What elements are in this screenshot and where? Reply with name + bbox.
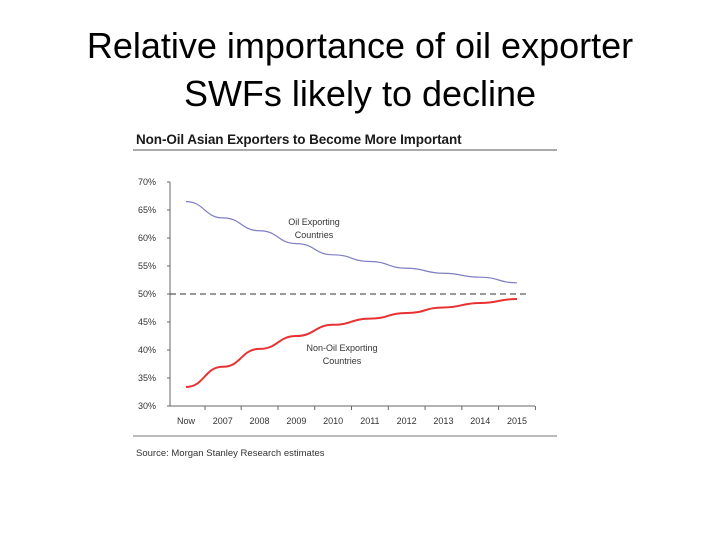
- y-tick-label: 55%: [138, 261, 156, 271]
- chart-title: Non-Oil Asian Exporters to Become More I…: [136, 132, 462, 147]
- series-line-non-oil-exporting: [185, 298, 518, 388]
- y-tick-label: 50%: [138, 289, 156, 299]
- y-tick-label: 70%: [138, 177, 156, 187]
- axes: 70% 65% 60% 55% 50% 45% 40% 35% 30% Now 2007 2008 20…: [138, 177, 536, 426]
- y-tick-label: 30%: [138, 401, 156, 411]
- x-tick-label: 2007: [213, 416, 233, 426]
- x-tick-label: 2013: [433, 416, 453, 426]
- y-tick-label: 65%: [138, 205, 156, 215]
- y-tick-label: 60%: [138, 233, 156, 243]
- source-note: Source: Morgan Stanley Research estimate…: [136, 448, 325, 459]
- annotations: Oil Exporting Countries Non-Oil Exporting C…: [288, 217, 377, 366]
- x-tick-label: 2011: [360, 416, 379, 426]
- series-label-non-oil-exporting: Non-Oil Exporting: [306, 343, 377, 353]
- x-tick-label: Now: [177, 416, 196, 426]
- x-tick-label: 2010: [323, 416, 343, 426]
- y-tick-label: 45%: [138, 317, 156, 327]
- x-tick-label: 2014: [470, 416, 490, 426]
- x-tick-label: 2008: [250, 416, 270, 426]
- series-line-oil-exporting: [185, 201, 518, 284]
- series-label-oil-exporting: Countries: [295, 230, 334, 240]
- x-tick-label: 2015: [507, 416, 527, 426]
- y-tick-label: 35%: [138, 373, 156, 383]
- y-tick-label: 40%: [138, 345, 156, 355]
- series-label-non-oil-exporting: Countries: [323, 356, 362, 366]
- slide-title-line-1: Relative importance of oil exporter: [86, 25, 634, 66]
- series-label-oil-exporting: Oil Exporting: [288, 217, 340, 227]
- series-group: [185, 201, 518, 388]
- x-tick-label: 2012: [397, 416, 417, 426]
- x-tick-label: 2009: [286, 416, 306, 426]
- slide-title: Relative importance of oil exporter SWFs…: [0, 22, 720, 118]
- slide-title-line-2: SWFs likely to decline: [183, 73, 537, 114]
